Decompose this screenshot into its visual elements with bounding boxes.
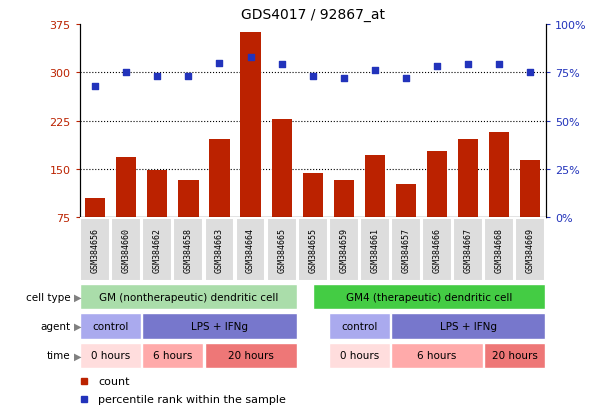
- Bar: [178, 180, 198, 218]
- Bar: [85, 198, 105, 218]
- Text: LPS + IFNg: LPS + IFNg: [191, 321, 248, 331]
- Text: control: control: [93, 321, 129, 331]
- Point: [183, 74, 193, 80]
- Bar: [334, 180, 354, 218]
- Text: ▶: ▶: [74, 351, 81, 361]
- Text: GSM384668: GSM384668: [494, 227, 504, 272]
- Point: [339, 76, 349, 82]
- Text: 20 hours: 20 hours: [491, 351, 537, 361]
- FancyBboxPatch shape: [112, 218, 141, 281]
- Text: 20 hours: 20 hours: [228, 351, 274, 361]
- Text: GSM384655: GSM384655: [308, 227, 317, 272]
- FancyBboxPatch shape: [515, 218, 545, 281]
- Point: [526, 70, 535, 76]
- FancyBboxPatch shape: [329, 218, 359, 281]
- Bar: [489, 133, 509, 218]
- Bar: [365, 155, 385, 218]
- FancyBboxPatch shape: [173, 218, 204, 281]
- Text: GSM384660: GSM384660: [122, 227, 131, 272]
- FancyBboxPatch shape: [391, 313, 545, 339]
- FancyBboxPatch shape: [453, 218, 483, 281]
- Point: [308, 74, 317, 80]
- Text: count: count: [99, 376, 130, 386]
- FancyBboxPatch shape: [484, 343, 545, 368]
- Bar: [116, 158, 136, 218]
- FancyBboxPatch shape: [329, 313, 390, 339]
- Text: GM4 (therapeutic) dendritic cell: GM4 (therapeutic) dendritic cell: [346, 292, 512, 302]
- Point: [494, 62, 504, 69]
- FancyBboxPatch shape: [391, 343, 483, 368]
- Bar: [148, 171, 168, 218]
- Bar: [303, 174, 323, 218]
- Text: GSM384662: GSM384662: [153, 227, 162, 272]
- Bar: [520, 161, 540, 218]
- Text: time: time: [47, 351, 71, 361]
- FancyBboxPatch shape: [267, 218, 297, 281]
- Point: [277, 62, 286, 69]
- Text: GSM384658: GSM384658: [184, 227, 193, 272]
- Bar: [271, 119, 291, 218]
- FancyBboxPatch shape: [313, 284, 545, 310]
- Bar: [209, 140, 230, 218]
- Text: GSM384656: GSM384656: [91, 227, 100, 272]
- Bar: [241, 33, 261, 218]
- FancyBboxPatch shape: [484, 218, 514, 281]
- Point: [90, 83, 100, 90]
- Text: GSM384659: GSM384659: [339, 227, 348, 272]
- Text: agent: agent: [41, 321, 71, 331]
- Title: GDS4017 / 92867_at: GDS4017 / 92867_at: [241, 8, 385, 22]
- FancyBboxPatch shape: [329, 343, 390, 368]
- FancyBboxPatch shape: [142, 343, 204, 368]
- Text: GSM384663: GSM384663: [215, 227, 224, 272]
- Point: [463, 62, 473, 69]
- Point: [432, 64, 442, 71]
- Bar: [458, 140, 478, 218]
- Point: [246, 54, 255, 61]
- FancyBboxPatch shape: [142, 313, 297, 339]
- Point: [370, 68, 379, 74]
- FancyBboxPatch shape: [142, 218, 172, 281]
- Point: [153, 74, 162, 80]
- Bar: [396, 184, 416, 218]
- Text: GSM384661: GSM384661: [371, 227, 379, 272]
- FancyBboxPatch shape: [205, 343, 297, 368]
- FancyBboxPatch shape: [205, 218, 234, 281]
- FancyBboxPatch shape: [235, 218, 266, 281]
- Text: GSM384664: GSM384664: [246, 227, 255, 272]
- Point: [215, 60, 224, 66]
- Text: GSM384657: GSM384657: [401, 227, 411, 272]
- FancyBboxPatch shape: [422, 218, 452, 281]
- Text: 0 hours: 0 hours: [91, 351, 130, 361]
- FancyBboxPatch shape: [80, 218, 110, 281]
- Bar: [427, 152, 447, 218]
- Text: ▶: ▶: [74, 321, 81, 331]
- Text: GSM384665: GSM384665: [277, 227, 286, 272]
- FancyBboxPatch shape: [80, 284, 297, 310]
- Text: 0 hours: 0 hours: [340, 351, 379, 361]
- Text: percentile rank within the sample: percentile rank within the sample: [99, 394, 286, 404]
- FancyBboxPatch shape: [80, 313, 141, 339]
- Text: control: control: [341, 321, 378, 331]
- Text: LPS + IFNg: LPS + IFNg: [440, 321, 497, 331]
- FancyBboxPatch shape: [391, 218, 421, 281]
- Text: GSM384667: GSM384667: [464, 227, 473, 272]
- Text: GSM384669: GSM384669: [526, 227, 535, 272]
- Text: ▶: ▶: [74, 292, 81, 302]
- FancyBboxPatch shape: [80, 343, 141, 368]
- Text: 6 hours: 6 hours: [153, 351, 192, 361]
- Point: [122, 70, 131, 76]
- Text: cell type: cell type: [26, 292, 71, 302]
- FancyBboxPatch shape: [360, 218, 390, 281]
- Text: 6 hours: 6 hours: [417, 351, 457, 361]
- FancyBboxPatch shape: [298, 218, 327, 281]
- Text: GM (nontherapeutic) dendritic cell: GM (nontherapeutic) dendritic cell: [99, 292, 278, 302]
- Point: [401, 76, 411, 82]
- Text: GSM384666: GSM384666: [432, 227, 441, 272]
